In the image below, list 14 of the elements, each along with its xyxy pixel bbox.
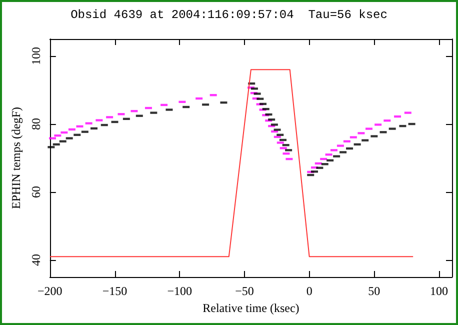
y-tick-label: 40 [28,254,43,266]
y-tick-label: 80 [28,118,43,130]
x-tick-label: 50 [368,284,380,298]
chart-title: Obsid 4639 at 2004:116:09:57:04 Tau=56 ksec [70,8,388,22]
x-tick-label: 100 [430,284,448,298]
x-tick-label: −150 [102,284,128,298]
x-axis-title: Relative time (ksec) [202,300,300,315]
y-tick-label: 60 [28,186,43,198]
y-tick-label: 100 [28,47,43,65]
x-tick-label: −100 [167,284,192,298]
x-tick-label: 0 [306,284,312,298]
x-tick-label: −50 [235,284,254,298]
y-axis-title: EPHIN temps (degF) [9,107,23,209]
x-tick-label: −200 [38,284,62,298]
